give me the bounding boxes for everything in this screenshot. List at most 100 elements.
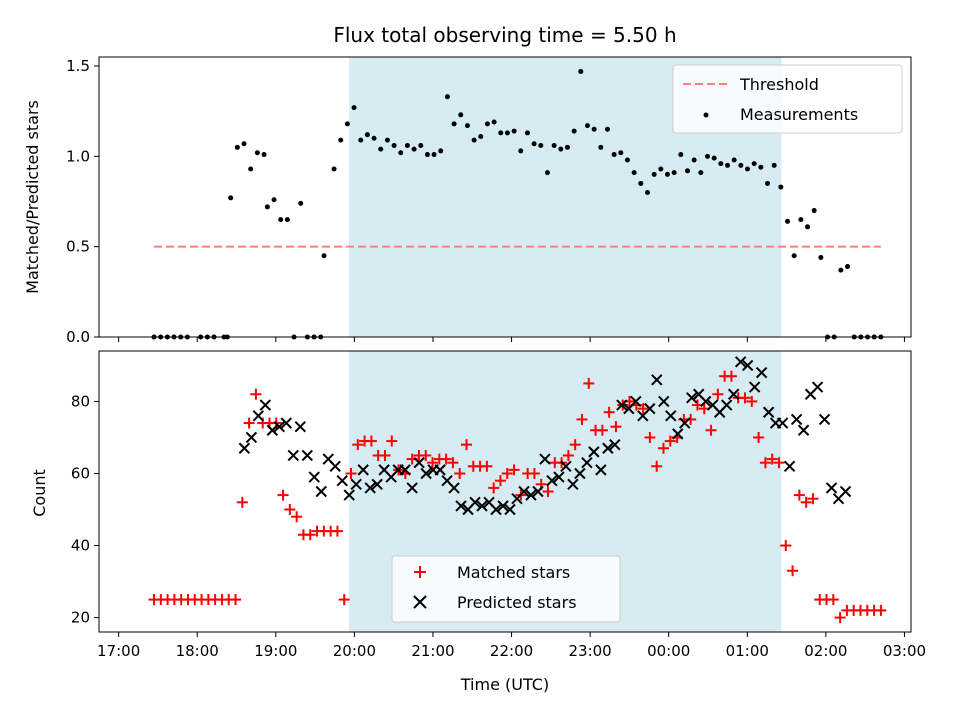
predicted-star-point: [609, 438, 621, 451]
predicted-star-point: [700, 395, 712, 408]
matched-star-point: [725, 370, 737, 382]
predicted-star-point: [294, 420, 307, 433]
measurement-point: [464, 123, 470, 129]
top-ylabel: Matched/Predicted stars: [23, 100, 42, 294]
predicted-star-point: [679, 417, 691, 429]
predicted-star-point: [497, 500, 509, 512]
measurement-point: [228, 195, 234, 201]
matched-star-point: [338, 594, 350, 606]
measurement-point: [424, 152, 430, 158]
matched-star-point: [712, 388, 724, 400]
bottom-ytick-label: 80: [71, 392, 90, 410]
xtick-label: 02:00: [804, 642, 847, 660]
measurement-point: [391, 143, 397, 149]
chart-title: Flux total observing time = 5.50 h: [333, 23, 676, 47]
predicted-star-point: [734, 356, 747, 368]
measurement-point: [371, 135, 377, 141]
matched-star-point: [766, 453, 778, 465]
measurement-point: [684, 168, 690, 174]
predicted-star-point: [525, 489, 537, 501]
predicted-star-point: [602, 442, 614, 454]
measurement-point: [444, 94, 450, 100]
xtick-label: 18:00: [176, 642, 219, 660]
legend-predicted-label: Predicted stars: [457, 593, 577, 612]
measurement-point: [518, 148, 524, 154]
bottom-axes-frame: [98, 350, 912, 633]
measurement-point: [631, 170, 637, 176]
xtick-label: 20:00: [333, 642, 376, 660]
measurement-point: [845, 264, 851, 270]
bottom-xlabel: Time (UTC): [460, 675, 549, 694]
measurement-point: [778, 184, 784, 190]
predicted-star-point: [595, 464, 607, 476]
matched-star-point: [427, 457, 439, 469]
measurement-point: [544, 170, 550, 176]
measurement-point: [818, 255, 824, 261]
predicted-star-point: [504, 503, 516, 516]
measurement-point: [478, 133, 484, 139]
matched-star-point: [780, 540, 792, 552]
matched-star-point: [753, 431, 765, 443]
predicted-star-point: [364, 482, 376, 494]
matched-star-point: [746, 395, 758, 407]
predicted-star-point: [308, 471, 320, 483]
matched-star-point: [583, 377, 595, 389]
measurement-point: [578, 68, 584, 74]
predicted-star-point: [741, 359, 754, 372]
measurement-point: [691, 157, 697, 163]
measurement-point: [798, 217, 804, 223]
predicted-star-point: [727, 388, 740, 400]
matched-star-point: [827, 594, 839, 606]
bottom-legend: Matched stars Predicted stars: [391, 555, 621, 623]
predicted-star-point: [616, 399, 628, 411]
predicted-star-point: [280, 417, 293, 429]
bottom-panel: 20 40 60 80 17:00 18:00 19:00 20:00 21:00 22:00 2…: [30, 350, 926, 694]
matched-star-point: [345, 467, 357, 479]
measurement-point: [664, 171, 670, 177]
predicted-star-point: [567, 478, 579, 491]
xtick-label: 03:00: [883, 642, 926, 660]
measurement-point: [271, 197, 277, 203]
xtick-label: 19:00: [254, 642, 297, 660]
matched-star-point: [800, 496, 812, 508]
measurement-point: [571, 128, 577, 134]
predicted-star-point: [839, 485, 852, 498]
matched-star-point: [834, 612, 846, 624]
measurement-point: [261, 152, 267, 158]
matched-star-point: [386, 435, 398, 447]
matched-star-point: [610, 421, 622, 433]
measurement-point: [418, 143, 424, 149]
predicted-star-point: [238, 442, 251, 454]
legend-threshold-label: Threshold: [739, 75, 819, 94]
predicted-star-point: [630, 395, 642, 408]
measurement-point: [458, 112, 464, 118]
measurement-point: [351, 105, 357, 111]
predicted-star-point: [539, 453, 551, 465]
predicted-star-point: [588, 446, 600, 458]
measurement-point: [678, 152, 684, 158]
predicted-star-point: [560, 460, 572, 472]
predicted-star-point: [469, 496, 481, 509]
predicted-star-point: [748, 381, 761, 393]
xtick-label: 01:00: [726, 642, 769, 660]
measurement-point: [644, 189, 650, 195]
predicted-star-point: [490, 503, 502, 516]
measurement-point: [254, 150, 260, 156]
matched-star-point: [644, 431, 656, 443]
measurement-point: [564, 144, 570, 150]
matched-star-point: [528, 467, 540, 479]
measurement-point: [284, 217, 290, 223]
predicted-star-point: [399, 464, 411, 476]
top-ytick-label: 0.0: [66, 328, 90, 346]
predicted-star-point: [434, 464, 446, 476]
matched-star-point: [787, 565, 799, 577]
matched-star-point: [494, 475, 506, 487]
matched-star-point: [875, 604, 887, 616]
predicted-star-point: [776, 417, 789, 429]
predicted-star-point: [818, 413, 831, 426]
predicted-star-point: [273, 420, 286, 433]
matched-star-point: [284, 504, 296, 516]
matched-star-point: [793, 489, 805, 501]
measurement-point: [791, 253, 797, 259]
